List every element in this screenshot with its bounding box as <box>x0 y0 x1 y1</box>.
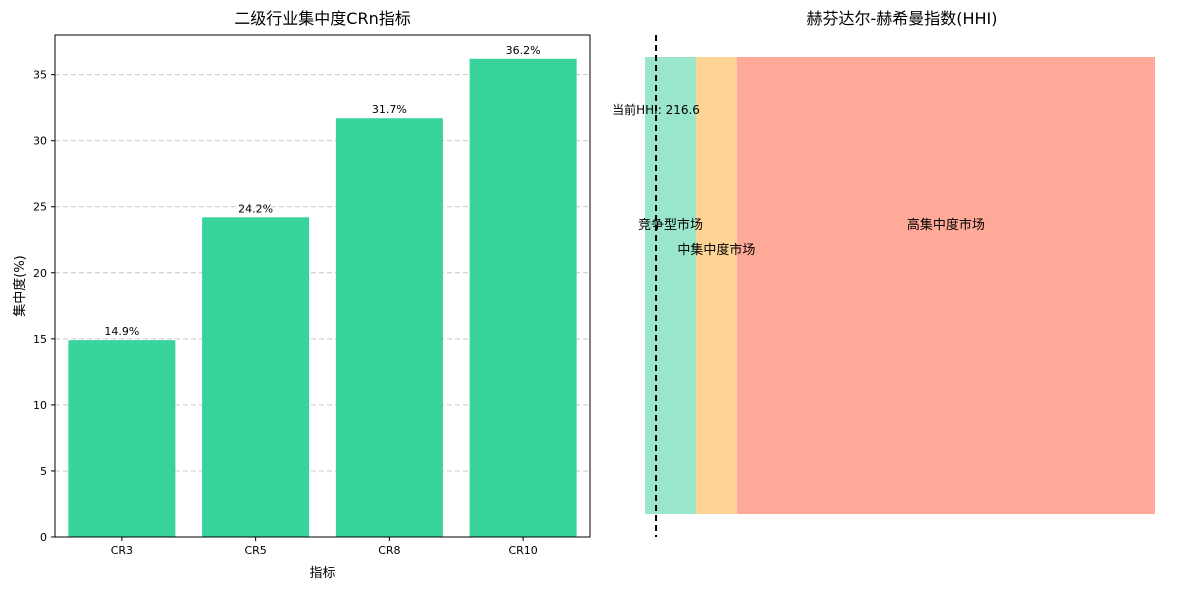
hhi-title: 赫芬达尔-赫希曼指数(HHI) <box>806 9 997 28</box>
y-tick-label: 20 <box>33 267 47 280</box>
y-tick-label: 0 <box>40 531 47 544</box>
x-tick-label: CR10 <box>508 544 537 557</box>
y-tick-label: 10 <box>33 399 47 412</box>
y-tick-label: 15 <box>33 333 47 346</box>
bar-CR8 <box>335 118 443 537</box>
y-tick-label: 25 <box>33 201 47 214</box>
hhi-region-label: 高集中度市场 <box>907 217 985 233</box>
y-tick-label: 5 <box>40 465 47 478</box>
bar-CR10 <box>469 58 577 538</box>
y-axis-label: 集中度(%) <box>12 255 28 317</box>
y-tick-label: 30 <box>33 135 47 148</box>
x-tick-label: CR5 <box>244 544 266 557</box>
hhi-region <box>736 57 1155 514</box>
data-label: 24.2% <box>238 202 273 215</box>
bar-CR5 <box>202 217 310 537</box>
hhi-region <box>645 57 696 514</box>
data-label: 31.7% <box>372 103 407 116</box>
data-label: 14.9% <box>104 325 139 338</box>
y-tick-label: 35 <box>33 69 47 82</box>
x-tick-label: CR3 <box>111 544 133 557</box>
bar-CR3 <box>68 340 176 537</box>
x-axis-label: 指标 <box>309 566 335 581</box>
hhi-region-label: 中集中度市场 <box>677 242 755 258</box>
hhi-region-label: 竞争型市场 <box>638 217 703 233</box>
hhi-region <box>696 57 737 514</box>
data-label: 36.2% <box>506 44 541 57</box>
axes-frame <box>54 34 591 538</box>
current-hhi-label: 当前HHI: 216.6 <box>612 102 700 117</box>
chart-title: 二级行业集中度CRn指标 <box>234 9 410 28</box>
x-tick-label: CR8 <box>378 544 400 557</box>
